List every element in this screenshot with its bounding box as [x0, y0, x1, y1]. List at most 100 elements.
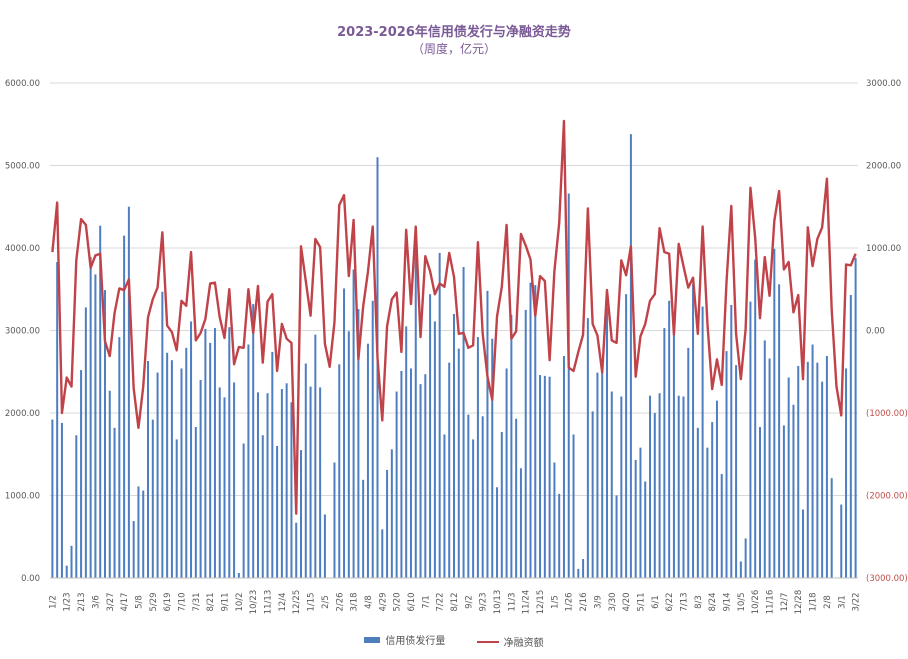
bar [242, 443, 245, 578]
bar [304, 363, 307, 578]
bar [309, 386, 312, 578]
bar [170, 360, 173, 578]
x-tick-label: 9/23 [479, 592, 489, 611]
bar [515, 418, 518, 578]
bar [653, 413, 656, 578]
bar [830, 478, 833, 578]
bar [161, 291, 164, 578]
x-tick-label: 12/15 [536, 590, 546, 615]
x-tick-label: 11/24 [522, 590, 532, 615]
chart-title: 2023-2026年信用债发行与净融资走势 [337, 25, 571, 40]
bar [672, 330, 675, 578]
net-financing-line [51, 119, 857, 515]
bar [649, 395, 652, 578]
bar [228, 327, 231, 578]
bar [285, 383, 288, 578]
bar [142, 490, 145, 578]
bar [323, 514, 326, 578]
bar [558, 493, 561, 578]
x-tick-label: 9/2 [464, 595, 474, 609]
x-tick-label: 11/3 [507, 592, 517, 611]
bar [491, 338, 494, 578]
bar [457, 348, 460, 578]
x-tick-label: 3/6 [91, 595, 101, 609]
legend-label-issuance: 信用债发行量 [385, 636, 446, 647]
x-tick-label: 12/28 [794, 590, 804, 615]
bar [247, 344, 250, 578]
x-tick-label: 3/30 [608, 592, 618, 611]
bar [639, 447, 642, 578]
bar [381, 529, 384, 578]
bar [452, 314, 456, 578]
bar [429, 294, 432, 578]
y-right-tick-label: (1000.00) [866, 409, 908, 419]
bar [749, 301, 752, 578]
bar [204, 328, 207, 578]
x-tick-label: 2/13 [77, 592, 87, 611]
bar [390, 449, 393, 578]
bar [51, 419, 54, 578]
legend-swatch-line [476, 640, 499, 643]
y-right-tick-label: 3000.00 [866, 79, 901, 89]
x-tick-label: 4/8 [364, 595, 374, 609]
x-tick-label: 1/18 [809, 592, 819, 611]
bar [300, 450, 303, 578]
bar [658, 393, 661, 578]
bar [591, 411, 594, 578]
bar [782, 425, 785, 578]
x-tick-label: 2/26 [335, 592, 345, 611]
legend-swatch-bar [364, 636, 381, 643]
y-left-tick-label: 3000.00 [5, 327, 40, 337]
bar [290, 402, 293, 578]
x-tick-label: 12/7 [780, 592, 790, 611]
x-tick-label: 9/11 [221, 592, 231, 611]
bar [787, 377, 790, 578]
x-tick-label: 6/1 [651, 595, 661, 609]
x-tick-label: 7/1 [421, 595, 431, 609]
bar [720, 474, 723, 578]
bar [476, 337, 479, 578]
bar [692, 284, 695, 578]
y-left-tick-label: 2000.00 [5, 409, 40, 419]
bar [792, 404, 795, 578]
bar [505, 368, 508, 578]
bar [701, 306, 704, 578]
bar [605, 307, 608, 578]
y-left-tick-label: 1000.00 [5, 492, 40, 502]
legend-item-issuance: 信用债发行量 [364, 632, 445, 647]
bar [806, 361, 809, 578]
bar [811, 344, 814, 578]
bar [366, 343, 369, 578]
bar [237, 573, 240, 578]
bar [424, 374, 427, 578]
x-tick-label: 10/13 [493, 590, 503, 615]
bar [386, 469, 389, 578]
bar [524, 309, 527, 578]
bar [132, 521, 135, 578]
bar [644, 481, 647, 578]
bar [620, 396, 623, 578]
bar [730, 304, 733, 578]
bar [395, 391, 398, 578]
x-tick-label: 2/8 [823, 595, 833, 609]
y-left-tick-label: 0.00 [21, 574, 40, 584]
bar [84, 307, 87, 578]
bar [567, 193, 570, 579]
bar [185, 347, 188, 578]
bar [481, 416, 484, 578]
bar [543, 375, 546, 578]
bar [677, 395, 680, 578]
y-right-tick-label: 1000.00 [866, 244, 901, 254]
bar [601, 365, 604, 578]
x-tick-label: 6/10 [407, 592, 417, 611]
x-tick-label: 7/13 [679, 592, 689, 611]
bar [562, 356, 565, 578]
bar [467, 414, 470, 578]
bar [362, 479, 365, 578]
bar [711, 422, 714, 578]
x-tick-label: 8/3 [694, 595, 704, 609]
bar [744, 538, 747, 578]
bar [295, 522, 298, 578]
x-tick-label: 7/10 [177, 592, 187, 611]
bar [548, 376, 551, 578]
